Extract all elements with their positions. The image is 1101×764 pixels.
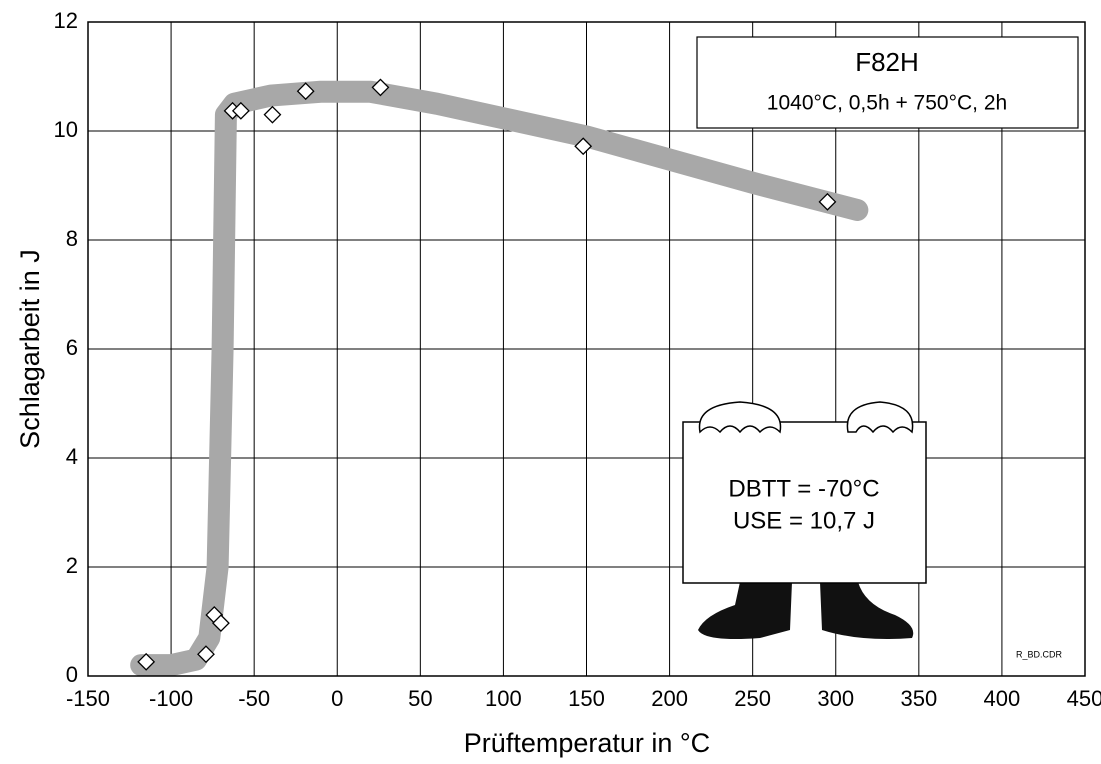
point bbox=[371, 78, 390, 97]
shoe bbox=[698, 582, 792, 639]
x-tick-label: 150 bbox=[568, 686, 605, 711]
point bbox=[574, 137, 593, 156]
x-tick-label: 450 bbox=[1067, 686, 1101, 711]
x-tick-label: 100 bbox=[485, 686, 522, 711]
point bbox=[818, 192, 837, 211]
point bbox=[263, 105, 282, 124]
x-tick-label: 0 bbox=[331, 686, 343, 711]
x-tick-label: 300 bbox=[817, 686, 854, 711]
x-tick-label: -150 bbox=[66, 686, 110, 711]
hand bbox=[846, 401, 914, 434]
x-tick-label: 200 bbox=[651, 686, 688, 711]
annotation: USE = 10,7 J bbox=[733, 507, 875, 534]
x-tick-label: 250 bbox=[734, 686, 771, 711]
info-box bbox=[696, 36, 1079, 129]
hand bbox=[698, 401, 782, 434]
x-axis-label: Prüftemperatur in °C bbox=[464, 728, 710, 758]
point bbox=[231, 101, 250, 120]
point bbox=[197, 645, 215, 664]
x-tick-label: -50 bbox=[238, 686, 270, 711]
x-tick-label: 400 bbox=[984, 686, 1021, 711]
points bbox=[137, 78, 837, 671]
annotation: R_BD.CDR bbox=[1016, 649, 1063, 659]
shoe bbox=[820, 582, 914, 639]
cartoon bbox=[682, 401, 927, 639]
y-tick-label: 2 bbox=[66, 553, 78, 578]
sign bbox=[682, 421, 927, 584]
annotation: F82H bbox=[855, 47, 919, 77]
plot-frame bbox=[87, 21, 1086, 677]
point bbox=[212, 614, 230, 633]
y-axis-label: Schlagarbeit in J bbox=[15, 249, 45, 449]
annotation: 1040°C, 0,5h + 750°C, 2h bbox=[767, 92, 1007, 115]
point bbox=[296, 82, 315, 101]
x-tick-label: -100 bbox=[149, 686, 193, 711]
y-tick-label: 4 bbox=[66, 444, 78, 469]
y-tick-label: 10 bbox=[54, 117, 78, 142]
y-tick-label: 0 bbox=[66, 662, 78, 687]
x-tick-label: 350 bbox=[900, 686, 937, 711]
point bbox=[137, 652, 156, 671]
annotation: DBTT = -70°C bbox=[728, 475, 879, 502]
y-tick-label: 8 bbox=[66, 226, 78, 251]
y-tick-label: 6 bbox=[66, 335, 78, 360]
y-tick-label: 12 bbox=[54, 8, 78, 33]
x-tick-label: 50 bbox=[408, 686, 432, 711]
